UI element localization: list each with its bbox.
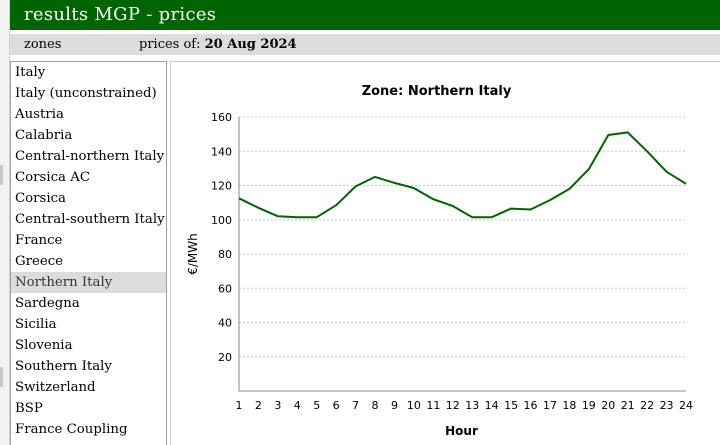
x-tick-label: 16: [524, 399, 538, 412]
left-edge-marker: [0, 367, 3, 387]
x-tick-label: 21: [621, 399, 635, 412]
zone-item[interactable]: Corsica AC: [15, 170, 90, 185]
zones-label: zones: [24, 37, 62, 52]
zone-item[interactable]: BSP: [15, 401, 43, 416]
x-tick-label: 23: [660, 399, 674, 412]
app-header: results MGP - prices: [10, 0, 720, 30]
y-tick-label: 80: [218, 248, 232, 261]
x-tick-label: 3: [274, 399, 281, 412]
x-axis-title: Hour: [445, 424, 478, 438]
zone-list[interactable]: Italy Italy (unconstrained) Austria Calabri…: [10, 61, 167, 445]
x-tick-label: 9: [391, 399, 398, 412]
series-line: [238, 131, 687, 219]
left-edge-panel: [0, 0, 10, 445]
x-tick-label: 2: [255, 399, 262, 412]
zone-item[interactable]: Sicilia: [15, 317, 57, 332]
x-tick-label: 17: [543, 399, 557, 412]
prices-of-text: prices of:: [139, 37, 201, 52]
zone-item[interactable]: Corsica: [15, 191, 66, 206]
zone-item[interactable]: Sardegna: [15, 296, 80, 311]
zone-item[interactable]: Switzerland: [15, 380, 96, 395]
x-tick-label: 20: [601, 399, 615, 412]
y-tick-label: 160: [211, 111, 232, 124]
x-tick-label: 24: [679, 399, 693, 412]
y-tick-label: 60: [218, 282, 232, 295]
x-tick-label: 6: [333, 399, 340, 412]
zone-item[interactable]: Slovenia: [15, 338, 73, 353]
y-tick-label: 20: [218, 351, 232, 364]
x-tick-label: 18: [562, 399, 576, 412]
x-tick-label: 19: [582, 399, 596, 412]
zone-item[interactable]: Italy: [15, 65, 46, 80]
x-tick-label: 12: [446, 399, 460, 412]
y-tick-label: 40: [218, 317, 232, 330]
sub-header-bar: zones prices of: 20 Aug 2024: [10, 34, 720, 55]
y-tick-label: 140: [211, 145, 232, 158]
x-tick-label: 13: [465, 399, 479, 412]
zone-item[interactable]: France: [15, 233, 63, 248]
x-tick-label: 8: [372, 399, 379, 412]
y-tick-label: 100: [211, 214, 232, 227]
zone-item[interactable]: Calabria: [15, 128, 73, 143]
x-tick-label: 1: [236, 399, 243, 412]
y-tick-label: 120: [211, 180, 232, 193]
prices-date[interactable]: 20 Aug 2024: [204, 37, 297, 52]
zone-item[interactable]: Central-southern Italy: [15, 212, 165, 227]
price-line-chart: Zone: Northern Italy20406080100120140160…: [186, 84, 693, 438]
page-title: results MGP - prices: [24, 4, 217, 25]
x-tick-label: 4: [294, 399, 301, 412]
zone-item[interactable]: Northern Italy: [11, 272, 166, 293]
zone-item[interactable]: Central-northern Italy: [15, 149, 165, 164]
chart-panel: Zone: Northern Italy 20 40 60 80 100 120 140 160…: [170, 61, 720, 445]
x-tick-label: 22: [640, 399, 654, 412]
zone-item[interactable]: Austria: [15, 107, 64, 122]
x-tick-label: 7: [352, 399, 359, 412]
chart-title: Zone: Northern Italy: [362, 84, 512, 99]
zone-item[interactable]: Italy (unconstrained): [15, 86, 157, 101]
zone-item[interactable]: Southern Italy: [15, 359, 112, 374]
x-tick-label: 11: [426, 399, 440, 412]
zone-item[interactable]: France Coupling: [15, 422, 128, 437]
zone-item[interactable]: Greece: [15, 254, 64, 269]
x-tick-label: 5: [313, 399, 320, 412]
left-edge-marker: [0, 165, 3, 185]
x-tick-label: 14: [485, 399, 499, 412]
x-tick-label: 10: [407, 399, 421, 412]
y-axis-title: €/MWh: [186, 233, 200, 275]
prices-of-label: prices of: 20 Aug 2024: [139, 37, 297, 52]
x-tick-label: 15: [504, 399, 518, 412]
